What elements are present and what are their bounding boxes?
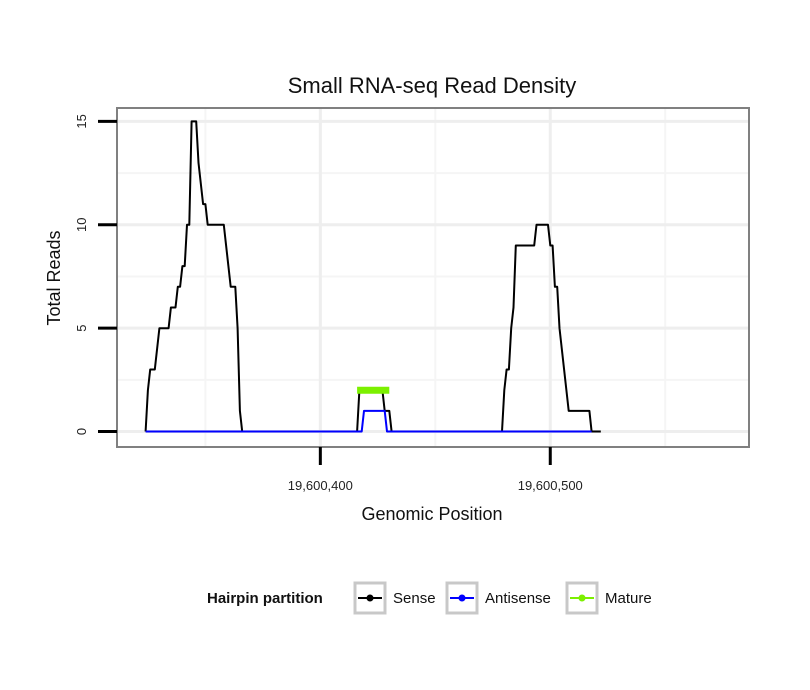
y-axis: 0 5 10 15 <box>74 114 117 435</box>
x-axis: 19,600,400 19,600,500 <box>288 447 583 493</box>
legend-key-dot <box>458 594 466 602</box>
legend: Hairpin partition Sense Antisense Mature <box>207 581 652 615</box>
y-tick-label: 10 <box>74 218 89 232</box>
y-tick-label: 15 <box>74 114 89 128</box>
y-tick-label: 5 <box>74 325 89 332</box>
legend-label-sense: Sense <box>393 590 436 607</box>
plot-panel-border <box>116 107 750 448</box>
series-line-antisense <box>145 409 592 433</box>
grid-lines <box>118 109 748 446</box>
x-tick-label: 19,600,400 <box>288 478 353 493</box>
legend-title: Hairpin partition <box>207 590 323 607</box>
legend-label-antisense: Antisense <box>485 590 551 607</box>
legend-key-dot <box>366 594 374 602</box>
chart-title: Small RNA-seq Read Density <box>288 73 577 98</box>
x-axis-title: Genomic Position <box>361 504 502 524</box>
series-lines <box>144 120 601 433</box>
legend-key-dot <box>578 594 586 602</box>
y-axis-title: Total Reads <box>44 230 64 325</box>
y-tick-label: 0 <box>74 428 89 435</box>
series-line-sense <box>144 120 601 433</box>
legend-label-mature: Mature <box>605 590 652 607</box>
x-tick-label: 19,600,500 <box>518 478 583 493</box>
